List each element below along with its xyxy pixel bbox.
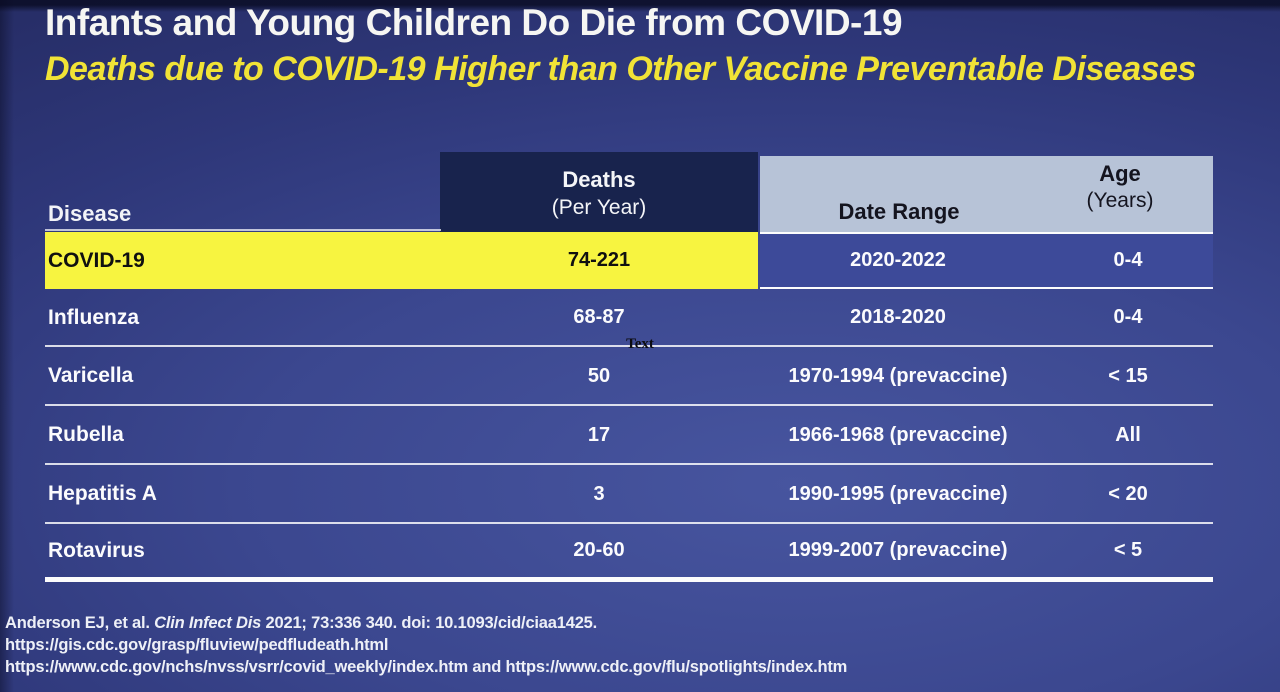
cell-deaths: 68-87 <box>573 306 625 328</box>
column-header-date-range: Date Range <box>838 199 960 224</box>
cell-age: < 5 <box>1113 539 1143 561</box>
slide-subtitle: Deaths due to COVID-19 Higher than Other… <box>45 50 1196 88</box>
citation-suffix: 2021; 73:336 340. doi: 10.1093/cid/ciaa1… <box>261 614 598 632</box>
row-separator <box>45 463 1213 465</box>
cell-date-range: 1999-2007 (prevaccine) <box>788 539 1008 561</box>
cell-date-range: 1966-1968 (prevaccine) <box>788 423 1008 446</box>
table-row: Rotavirus 20-60 1999-2007 (prevaccine) <… <box>45 524 1213 577</box>
citation-url-2: https://www.cdc.gov/nchs/nvss/vsrr/covid… <box>5 658 848 676</box>
column-header-age: Age (Years) <box>1035 160 1205 214</box>
highlight-right-box <box>760 232 1213 289</box>
highlight-yellow-band <box>45 232 758 289</box>
cell-disease: Hepatitis A <box>48 482 157 505</box>
column-header-deaths: Deaths <box>562 166 636 192</box>
cell-age: 0-4 <box>1113 249 1143 271</box>
cell-disease: Varicella <box>48 364 134 387</box>
citation-prefix: Anderson EJ, et al. <box>5 614 155 632</box>
column-header-disease: Disease <box>48 201 132 226</box>
slide-title: Infants and Young Children Do Die from C… <box>45 2 903 43</box>
cell-disease: Rubella <box>48 423 124 446</box>
citation-url-1: https://gis.cdc.gov/grasp/fluview/pedflu… <box>5 636 389 654</box>
cell-age: 0-4 <box>1113 306 1143 328</box>
row-separator <box>45 522 1213 524</box>
cell-date-range: 1970-1994 (prevaccine) <box>788 364 1008 387</box>
table-row: Varicella 50 1970-1994 (prevaccine) < 15 <box>45 347 1213 405</box>
cell-date-range: 2020-2022 <box>850 249 946 271</box>
citation-line: Anderson EJ, et al. Clin Infect Dis 2021… <box>5 612 1255 634</box>
table-row: Hepatitis A 3 1990-1995 (prevaccine) < 2… <box>45 465 1213 523</box>
cell-date-range: 2018-2020 <box>850 306 946 328</box>
table-row: COVID-19 74-221 2020-2022 0-4 <box>45 232 1213 289</box>
cell-disease: Influenza <box>48 305 140 329</box>
cell-disease: COVID-19 <box>48 248 145 272</box>
cell-deaths: 17 <box>587 423 611 446</box>
row-separator <box>45 404 1213 406</box>
cell-deaths: 50 <box>587 364 611 387</box>
column-header-age-sub: (Years) <box>1086 189 1154 212</box>
cell-deaths: 3 <box>593 482 605 505</box>
cell-date-range: 1990-1995 (prevaccine) <box>788 482 1008 505</box>
cell-age: < 20 <box>1108 482 1148 505</box>
row-separator <box>45 345 1213 347</box>
table-row: Rubella 17 1966-1968 (prevaccine) All <box>45 406 1213 464</box>
column-header-age-label: Age <box>1099 161 1141 186</box>
column-header-deaths-box: Deaths (Per Year) <box>440 152 758 232</box>
stray-text-box: Text <box>626 336 654 352</box>
citation-journal: Clin Infect Dis <box>154 614 262 632</box>
table-row: Influenza 68-87 2018-2020 0-4 <box>45 289 1213 346</box>
cell-age: All <box>1115 423 1141 446</box>
footer-citations: Anderson EJ, et al. Clin Infect Dis 2021… <box>5 612 1255 678</box>
header-underline <box>45 229 441 231</box>
cell-disease: Rotavirus <box>48 538 145 562</box>
column-header-deaths-sub: (Per Year) <box>551 195 647 219</box>
column-header-daterange-age-box: Date Range Age (Years) <box>760 156 1213 232</box>
cell-deaths: 74-221 <box>567 249 631 271</box>
table-bottom-line <box>45 577 1213 582</box>
cell-age: < 15 <box>1108 364 1148 387</box>
cell-deaths: 20-60 <box>573 539 625 561</box>
